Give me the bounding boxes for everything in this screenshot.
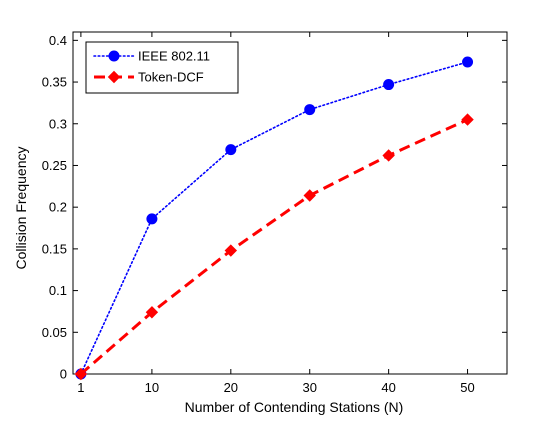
y-tick-label: 0.3 [49,116,67,131]
y-tick-label: 0.35 [42,75,67,90]
series-line-2 [79,118,469,376]
series-line-1 [80,61,469,375]
y-tick-label: 0.4 [49,33,67,48]
y-tick-label: 0.2 [49,200,67,215]
data-point-series-2 [382,149,395,162]
data-point-series-2 [74,367,88,381]
legend-marker-series-2 [107,70,121,84]
y-tick-label: 0.25 [42,158,67,173]
plot-area: 1 10 20 30 40 50 0 0.05 0.1 0.15 0.2 0.25 0.3 0.35 0.4… [42,31,508,395]
data-point-series-2 [303,189,316,202]
data-point-series-1 [225,144,237,156]
y-tick-label: 0.05 [42,325,67,340]
x-tick-label: 40 [381,380,395,395]
data-point-series-2 [224,244,238,257]
y-tick-label: 0.1 [49,283,67,298]
legend-label-series-2: Token-DCF [138,70,204,85]
data-point-series-1 [383,79,395,91]
x-tick-label: 20 [224,380,238,395]
x-tick-label: 30 [302,380,316,395]
x-tick-label: 1 [77,380,84,395]
data-point-series-2 [145,306,159,319]
legend-marker-series-1 [108,50,120,62]
data-point-series-1 [146,213,158,225]
legend-box [85,41,239,94]
x-tick-label: 10 [145,380,159,395]
data-point-series-1 [462,56,474,68]
y-tick-label: 0 [60,367,67,382]
data-point-series-1 [304,104,316,116]
data-point-series-2 [461,113,474,126]
x-tick-label: 50 [460,380,474,395]
y-tick-label: 0.15 [42,241,67,256]
axes-frame [72,31,508,375]
y-axis-label: Collision Frequency [13,147,29,270]
x-axis-label: Number of Contending Stations (N) [185,399,404,415]
legend-label-series-1: IEEE 802.11 [138,49,210,64]
